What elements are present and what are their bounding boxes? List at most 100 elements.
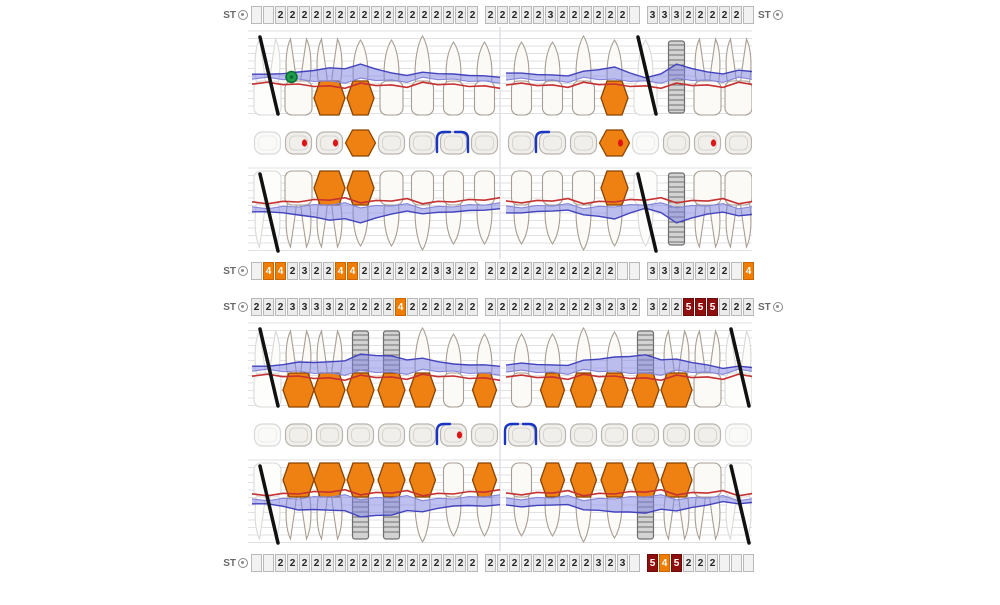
probing-depth-cell[interactable]: 2: [629, 298, 640, 316]
probing-depth-cell[interactable]: 2: [521, 554, 532, 572]
occlusal-upper-9[interactable]: [507, 131, 536, 155]
probing-depth-cell[interactable]: 2: [521, 298, 532, 316]
probing-depth-cell[interactable]: 2: [323, 6, 334, 24]
occlusal-upper-16[interactable]: [724, 131, 752, 155]
probing-depth-cell[interactable]: 3: [647, 298, 658, 316]
probing-depth-cell[interactable]: 2: [557, 262, 568, 280]
probing-depth-cell[interactable]: 2: [569, 262, 580, 280]
probing-depth-cell[interactable]: [263, 6, 274, 24]
probing-depth-cell[interactable]: 3: [299, 298, 310, 316]
occlusal-upper-10[interactable]: [534, 130, 567, 155]
probing-depth-cell[interactable]: 2: [581, 6, 592, 24]
probing-depth-cell[interactable]: 2: [419, 298, 430, 316]
occlusal-lower-13[interactable]: [631, 423, 660, 447]
probing-depth-cell[interactable]: 2: [605, 6, 616, 24]
probing-depth-cell[interactable]: 2: [605, 554, 616, 572]
probing-depth-cell[interactable]: 2: [521, 262, 532, 280]
probing-depth-cell[interactable]: 2: [581, 554, 592, 572]
occlusal-lower-2[interactable]: [284, 423, 313, 447]
probing-depth-cell[interactable]: 2: [545, 554, 556, 572]
occlusal-upper-15[interactable]: [693, 131, 722, 155]
probing-depth-cell[interactable]: 2: [557, 298, 568, 316]
occlusal-upper-6[interactable]: [408, 131, 437, 155]
tooth-lower-15[interactable]: [693, 329, 722, 408]
occlusal-lower-16[interactable]: [724, 423, 752, 447]
probing-depth-cell[interactable]: 3: [647, 6, 658, 24]
probing-depth-cell[interactable]: 2: [683, 262, 694, 280]
probing-depth-cell[interactable]: 2: [707, 554, 718, 572]
probing-depth-cell[interactable]: 2: [383, 554, 394, 572]
probing-depth-cell[interactable]: 2: [359, 554, 370, 572]
probing-depth-cell[interactable]: 3: [593, 554, 604, 572]
probing-depth-cell[interactable]: 2: [533, 298, 544, 316]
probing-depth-cell[interactable]: 2: [719, 262, 730, 280]
probing-depth-cell[interactable]: 2: [443, 298, 454, 316]
probing-depth-cell[interactable]: 2: [299, 554, 310, 572]
probing-depth-cell[interactable]: 3: [659, 6, 670, 24]
probing-depth-cell[interactable]: 2: [311, 6, 322, 24]
probing-depth-cell[interactable]: 2: [431, 6, 442, 24]
probing-depth-cell[interactable]: 2: [251, 298, 262, 316]
probing-depth-cell[interactable]: 4: [263, 262, 274, 280]
probing-depth-cell[interactable]: 2: [347, 6, 358, 24]
tooth-lower-16[interactable]: [724, 329, 752, 408]
probing-depth-cell[interactable]: 3: [299, 262, 310, 280]
probing-depth-cell[interactable]: 4: [659, 554, 670, 572]
occlusal-lower-7[interactable]: [435, 422, 468, 447]
probing-depth-cell[interactable]: 2: [431, 298, 442, 316]
probing-depth-cell[interactable]: 4: [335, 262, 346, 280]
occlusal-upper-14[interactable]: [662, 131, 691, 155]
occlusal-lower-4[interactable]: [346, 423, 375, 447]
probing-depth-cell[interactable]: 2: [545, 262, 556, 280]
probing-depth-cell[interactable]: 2: [743, 298, 754, 316]
tooth-upper-7[interactable]: [442, 41, 465, 116]
probing-depth-cell[interactable]: 2: [605, 262, 616, 280]
probing-depth-cell[interactable]: 2: [419, 554, 430, 572]
probing-depth-cell[interactable]: 2: [695, 262, 706, 280]
tooth-upper-10[interactable]: [541, 170, 564, 245]
probing-depth-cell[interactable]: 2: [443, 6, 454, 24]
probing-depth-cell[interactable]: 2: [695, 6, 706, 24]
probing-depth-cell[interactable]: 2: [467, 298, 478, 316]
probing-depth-cell[interactable]: 2: [731, 298, 742, 316]
occlusal-lower-15[interactable]: [693, 423, 722, 447]
probing-depth-cell[interactable]: 2: [347, 554, 358, 572]
occlusal-lower-14[interactable]: [662, 423, 691, 447]
tooth-upper-6[interactable]: [410, 35, 435, 116]
occlusal-lower-12[interactable]: [600, 423, 629, 447]
probing-depth-cell[interactable]: 2: [581, 298, 592, 316]
probing-depth-cell[interactable]: 2: [533, 6, 544, 24]
probing-depth-cell[interactable]: 2: [497, 298, 508, 316]
occlusal-upper-2[interactable]: [284, 131, 313, 155]
probing-depth-cell[interactable]: 2: [371, 6, 382, 24]
occlusal-upper-4[interactable]: [344, 129, 377, 157]
occlusal-lower-9[interactable]: [503, 422, 536, 447]
probing-depth-cell[interactable]: 5: [671, 554, 682, 572]
probing-depth-cell[interactable]: 2: [617, 6, 628, 24]
probing-depth-cell[interactable]: [629, 262, 640, 280]
probing-depth-cell[interactable]: 2: [407, 262, 418, 280]
probing-depth-cell[interactable]: 2: [359, 298, 370, 316]
occlusal-lower-6[interactable]: [408, 423, 437, 447]
tooth-upper-8[interactable]: [473, 41, 496, 116]
probing-depth-cell[interactable]: [719, 554, 730, 572]
probing-depth-cell[interactable]: 2: [431, 554, 442, 572]
probing-depth-cell[interactable]: 2: [383, 6, 394, 24]
probing-depth-cell[interactable]: 3: [617, 298, 628, 316]
probing-depth-cell[interactable]: 2: [569, 298, 580, 316]
tooth-upper-10[interactable]: [541, 41, 564, 116]
probing-depth-cell[interactable]: 3: [545, 6, 556, 24]
probing-depth-cell[interactable]: 2: [497, 262, 508, 280]
probing-depth-cell[interactable]: 2: [383, 262, 394, 280]
probing-depth-cell[interactable]: 5: [647, 554, 658, 572]
probing-depth-cell[interactable]: [629, 554, 640, 572]
tooth-upper-9[interactable]: [510, 170, 533, 245]
probing-depth-cell[interactable]: 3: [647, 262, 658, 280]
probing-depth-cell[interactable]: 2: [359, 6, 370, 24]
probing-depth-cell[interactable]: 2: [311, 554, 322, 572]
probing-depth-cell[interactable]: 2: [719, 298, 730, 316]
probing-depth-cell[interactable]: 2: [485, 262, 496, 280]
probing-depth-cell[interactable]: 2: [557, 554, 568, 572]
probing-depth-cell[interactable]: 2: [395, 554, 406, 572]
occlusal-lower-8[interactable]: [470, 423, 499, 447]
